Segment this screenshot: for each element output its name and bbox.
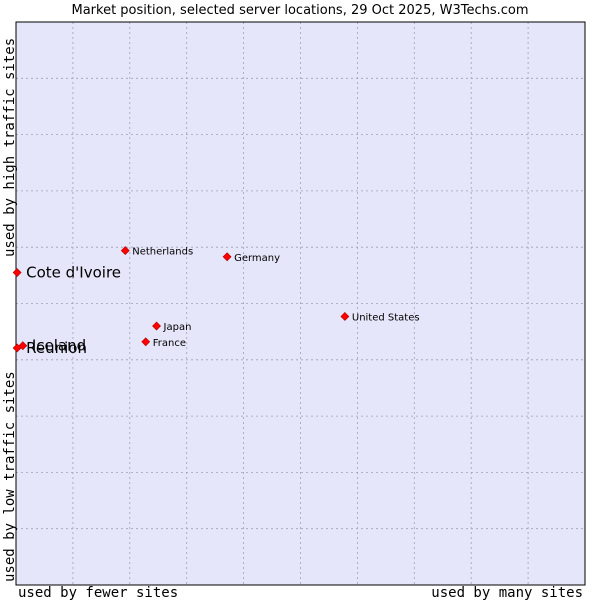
point-label: Germany	[234, 253, 280, 264]
point-marker	[12, 343, 22, 353]
point-marker	[141, 337, 151, 347]
plot-frame	[15, 21, 586, 586]
point-label: Netherlands	[132, 247, 193, 258]
point-marker	[152, 321, 161, 331]
point-label: Iceland	[32, 337, 86, 355]
y-axis-label-bottom: used by low traffic sites	[2, 371, 18, 582]
point-label: Reunion	[26, 339, 87, 357]
point-marker	[340, 312, 350, 321]
point-japan: Japan	[152, 321, 192, 333]
point-label: Cote d'Ivoire	[26, 264, 121, 282]
point-label: United States	[352, 312, 420, 323]
point-marker	[12, 268, 22, 277]
y-axis-label-top: used by high traffic sites	[2, 38, 18, 257]
chart-title: Market position, selected server locatio…	[71, 3, 528, 18]
point-marker	[120, 246, 130, 256]
point-netherlands: Netherlands	[120, 246, 193, 258]
data-points: Netherlands Germany Cote d'Ivoire United St…	[12, 246, 420, 357]
x-axis-label-left: used by fewer sites	[18, 585, 178, 600]
point-label: Japan	[163, 322, 192, 333]
point-cote-d-ivoire: Cote d'Ivoire	[12, 264, 121, 282]
point-marker	[222, 252, 232, 262]
point-france: France	[141, 337, 186, 349]
x-axis-label-right: used by many sites	[431, 585, 583, 600]
point-germany: Germany	[222, 252, 280, 264]
point-label: France	[153, 338, 186, 349]
point-united-states: United States	[340, 312, 420, 323]
point-reunion: Reunion	[12, 339, 87, 357]
grid-lines	[16, 22, 585, 585]
